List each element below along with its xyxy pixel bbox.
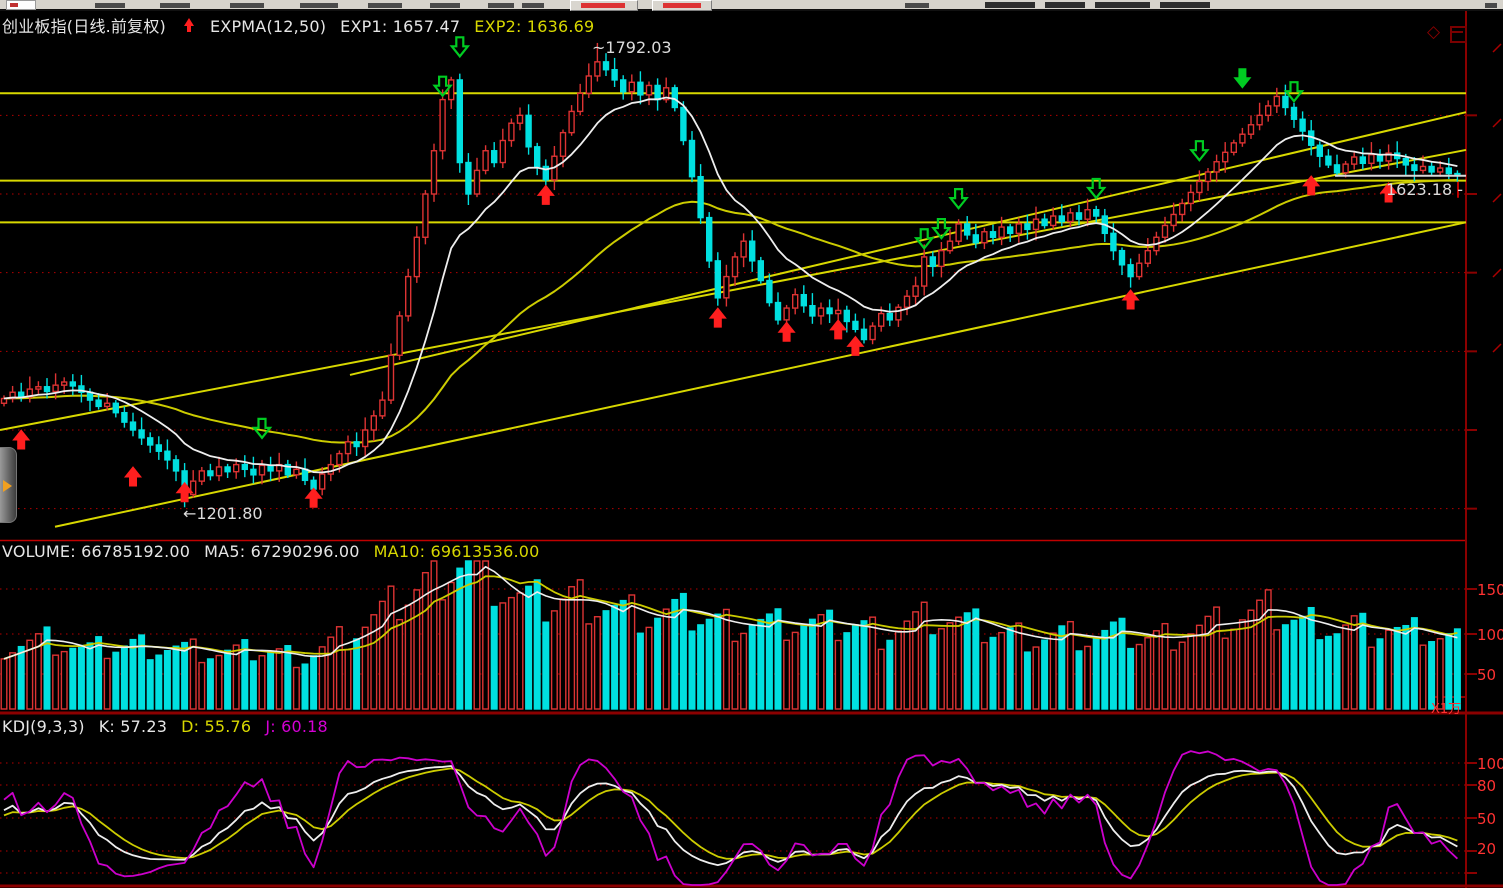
- menu-button-red-2[interactable]: [652, 0, 712, 11]
- menu-button-red-1[interactable]: [570, 0, 638, 11]
- main-chart-header: 创业板指(日线.前复权) EXPMA(12,50) EXP1: 1657.47 EXP…: [2, 13, 608, 37]
- volume-header: VOLUME: 66785192.00 MA5: 67290296.00 MA10:…: [2, 542, 554, 561]
- volume-ma10: MA10: 69613536.00: [373, 542, 540, 561]
- vol-axis-50: 50: [1477, 666, 1497, 684]
- app-logo-icon[interactable]: [6, 0, 36, 10]
- vol-unit-label: X1万: [1431, 702, 1462, 717]
- kdj-d: D: 55.76: [181, 717, 252, 736]
- volume-value: VOLUME: 66785192.00: [2, 542, 191, 561]
- kdj-axis-20: 20: [1477, 840, 1497, 858]
- kdj-name: KDJ(9,3,3): [2, 717, 85, 736]
- kdj-axis-50: 50: [1477, 810, 1497, 828]
- kdj-header: KDJ(9,3,3) K: 57.23 D: 55.76 J: 60.18: [2, 717, 342, 736]
- kdj-axis-80: 80: [1477, 777, 1497, 795]
- bottom-price-label: ←1201.80: [183, 504, 263, 523]
- trend-up-icon: [182, 18, 196, 33]
- indicator-name: EXPMA(12,50): [209, 17, 327, 36]
- menu-item-fragment[interactable]: [522, 3, 544, 8]
- expand-arrow-icon: [3, 480, 12, 492]
- sidebar-expand-handle[interactable]: [0, 447, 17, 523]
- menu-text-fragment: [1045, 2, 1085, 8]
- menu-item-fragment[interactable]: [160, 3, 190, 8]
- menu-item-fragment[interactable]: [488, 3, 514, 8]
- menu-item-fragment[interactable]: [95, 3, 125, 8]
- exp2-value: EXP2: 1636.69: [474, 17, 595, 36]
- menu-text-fragment: [1160, 2, 1210, 8]
- menu-item-fragment[interactable]: [430, 3, 460, 8]
- kdj-k: K: 57.23: [98, 717, 168, 736]
- menu-text-fragment: [1095, 2, 1150, 8]
- chart-title: 创业板指(日线.前复权): [2, 17, 166, 36]
- diamond-icon[interactable]: ◇: [1427, 22, 1441, 42]
- kdj-axis-100: 100: [1477, 755, 1503, 773]
- vol-axis-150: 150: [1477, 581, 1503, 599]
- kdj-j: J: 60.18: [265, 717, 328, 736]
- window-restore-icon[interactable]: [1450, 26, 1467, 43]
- exp1-value: EXP1: 1657.47: [340, 17, 461, 36]
- vol-axis-100: 100: [1477, 626, 1503, 644]
- menu-item-fragment[interactable]: [300, 3, 338, 8]
- menu-item-fragment[interactable]: [368, 3, 402, 8]
- menu-text-fragment: [985, 2, 1035, 8]
- last-price-label: 1623.18 -: [1386, 180, 1464, 199]
- menu-item-fragment[interactable]: [905, 3, 929, 8]
- menu-bar[interactable]: [0, 0, 1503, 11]
- menu-item-fragment[interactable]: [230, 3, 264, 8]
- menu-item-fragment[interactable]: [1485, 3, 1497, 8]
- volume-ma5: MA5: 67290296.00: [204, 542, 360, 561]
- peak-price-label: ~1792.03: [592, 38, 672, 57]
